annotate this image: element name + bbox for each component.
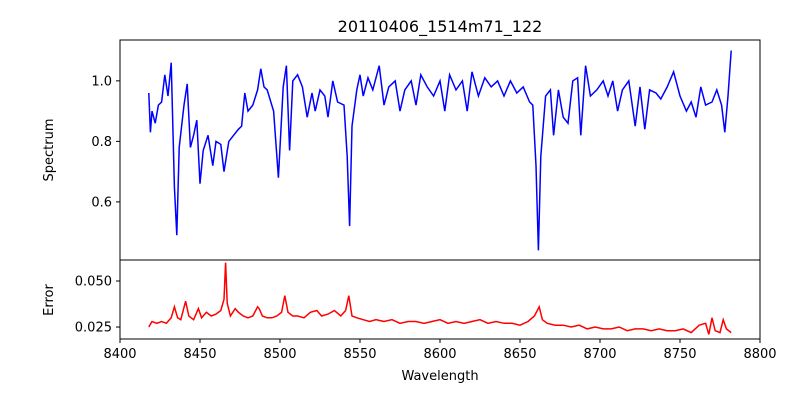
y-tick-label: 0.6 — [91, 195, 112, 210]
y-tick-label: 1.0 — [91, 74, 112, 89]
x-tick-label: 8650 — [503, 347, 536, 362]
x-axis-label: Wavelength — [401, 369, 478, 384]
y-tick-label: 0.050 — [75, 274, 112, 289]
x-tick-label: 8550 — [343, 347, 376, 362]
axes-frame — [119, 259, 761, 340]
x-tick-label: 8500 — [263, 347, 296, 362]
series-line-spectrum — [148, 50, 732, 251]
error-plot: 0.025 0.050 8400 8450 8500 8550 8600 8650 8700 87… — [75, 259, 777, 362]
x-tick-label: 8450 — [183, 347, 216, 362]
y-axis-label-spectrum: Spectrum — [42, 119, 57, 182]
y-tick-label: 0.025 — [75, 321, 112, 336]
y-tick-label: 0.8 — [91, 135, 112, 150]
y-axis-label-error: Error — [42, 284, 57, 316]
x-tick-label: 8700 — [583, 347, 616, 362]
spectrum-plot: 0.6 0.8 1.0 — [91, 39, 761, 261]
chart-title: 20110406_1514m71_122 — [338, 17, 543, 37]
x-tick-label: 8800 — [743, 347, 776, 362]
x-tick-label: 8600 — [423, 347, 456, 362]
x-tick-label: 8750 — [663, 347, 696, 362]
series-line-error — [148, 262, 732, 335]
x-tick-label: 8400 — [103, 347, 136, 362]
axes-frame — [119, 39, 761, 261]
